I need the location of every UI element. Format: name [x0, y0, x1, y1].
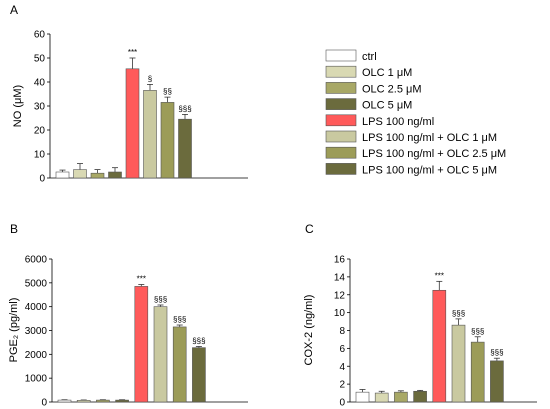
significance-label: §§§	[154, 295, 167, 304]
bar	[73, 169, 87, 179]
legend: ctrl OLC 1 μM OLC 2.5 μM OLC 5 μM LPS 100 ng…	[325, 49, 506, 176]
significance-label: §§§	[471, 327, 484, 336]
legend-item: ctrl	[325, 49, 377, 63]
bar	[134, 286, 149, 403]
bar	[96, 399, 110, 403]
bar	[432, 289, 447, 403]
y-tick-label: 10	[334, 308, 346, 319]
bar	[374, 392, 389, 403]
bar	[192, 347, 206, 403]
y-tick-label: 8	[339, 326, 345, 337]
y-axis-label: PGE₂ (pg/ml)	[8, 298, 20, 363]
y-tick-label: 0	[39, 174, 45, 185]
panel-b: B 0 1000 2000 3000 4000 5000 6000 PGE₂ (pg/ml) **…	[8, 222, 248, 409]
y-tick-label: 4000	[25, 302, 48, 313]
y-tick-label: 6	[339, 344, 345, 355]
legend-label: OLC 1 μM	[362, 67, 412, 79]
bar	[172, 326, 187, 403]
legend-swatch	[325, 49, 357, 62]
bar	[160, 102, 175, 179]
legend-swatch	[325, 82, 357, 94]
y-axis-label: NO (μM)	[12, 85, 24, 127]
legend-item: OLC 2.5 μM	[325, 82, 422, 95]
significance-label: §§§	[173, 315, 186, 324]
legend-label: LPS 100 ng/ml	[362, 116, 434, 128]
y-tick-label: 50	[34, 54, 46, 65]
significance-label: ***	[137, 275, 146, 284]
y-axis-label: COX-2 (ng/ml)	[303, 295, 315, 366]
y-tick-label: 40	[34, 78, 46, 89]
bar	[355, 391, 370, 403]
y-tick-label: 14	[334, 272, 346, 283]
panel-letter: B	[10, 222, 18, 236]
significance-label: §	[148, 74, 152, 83]
bar	[57, 399, 72, 403]
bar	[55, 171, 70, 179]
legend-swatch	[325, 130, 357, 143]
bar	[413, 390, 427, 403]
significance-label: §§§	[192, 336, 205, 345]
bar	[125, 68, 140, 179]
bar	[108, 171, 122, 179]
significance-label: ***	[128, 48, 137, 57]
y-tick-label: 1000	[25, 374, 48, 385]
legend-item: LPS 100 ng/ml + OLC 5 μM	[325, 163, 497, 176]
y-tick-label: 20	[34, 126, 46, 137]
bar	[153, 306, 168, 403]
significance-label: §§§	[490, 348, 503, 357]
legend-label: ctrl	[362, 51, 377, 63]
bar	[76, 400, 91, 403]
legend-item: LPS 100 ng/ml	[325, 114, 434, 128]
legend-swatch	[325, 65, 357, 78]
legend-item: LPS 100 ng/ml + OLC 2.5 μM	[325, 146, 506, 160]
significance-label: §§§	[452, 309, 465, 318]
bar	[470, 341, 485, 403]
y-tick-label: 0	[339, 398, 345, 409]
legend-label: OLC 5 μM	[362, 100, 412, 112]
y-tick-label: 5000	[25, 278, 48, 289]
y-tick-label: 10	[34, 150, 46, 161]
y-tick-label: 16	[334, 255, 346, 266]
bar	[451, 324, 466, 403]
significance-label: §§	[163, 87, 172, 96]
legend-item: OLC 1 μM	[325, 65, 412, 79]
panel-letter: A	[10, 3, 18, 17]
panel-letter: C	[305, 222, 314, 236]
y-tick-label: 0	[41, 398, 47, 409]
legend-label: LPS 100 ng/ml + OLC 1 μM	[362, 132, 497, 144]
significance-label: ***	[435, 271, 444, 280]
legend-swatch	[325, 98, 357, 110]
y-tick-label: 2000	[25, 350, 48, 361]
legend-swatch	[325, 163, 357, 175]
bar	[394, 391, 408, 403]
y-tick-label: 4	[339, 362, 345, 373]
y-tick-label: 2	[339, 380, 345, 391]
significance-label: §§§	[178, 104, 191, 113]
legend-label: OLC 2.5 μM	[362, 83, 422, 95]
legend-item: OLC 5 μM	[325, 98, 412, 112]
legend-swatch	[325, 146, 357, 159]
y-tick-label: 12	[334, 290, 346, 301]
y-tick-label: 3000	[25, 326, 48, 337]
y-tick-label: 30	[34, 102, 46, 113]
legend-label: LPS 100 ng/ml + OLC 5 μM	[362, 164, 497, 176]
legend-label: LPS 100 ng/ml + OLC 2.5 μM	[362, 148, 506, 160]
bar	[115, 399, 129, 403]
bar	[490, 360, 504, 403]
bar	[90, 172, 105, 179]
bar	[143, 90, 157, 179]
legend-swatch	[325, 114, 357, 127]
panel-c: C 0 2 4 6 8 10 12 14 16 COX-2 (ng/ml) *** §§§ §§§ §§§	[303, 222, 537, 409]
y-tick-label: 60	[34, 30, 46, 41]
y-tick-label: 6000	[25, 255, 48, 266]
legend-item: LPS 100 ng/ml + OLC 1 μM	[325, 130, 497, 144]
bar	[178, 118, 192, 179]
